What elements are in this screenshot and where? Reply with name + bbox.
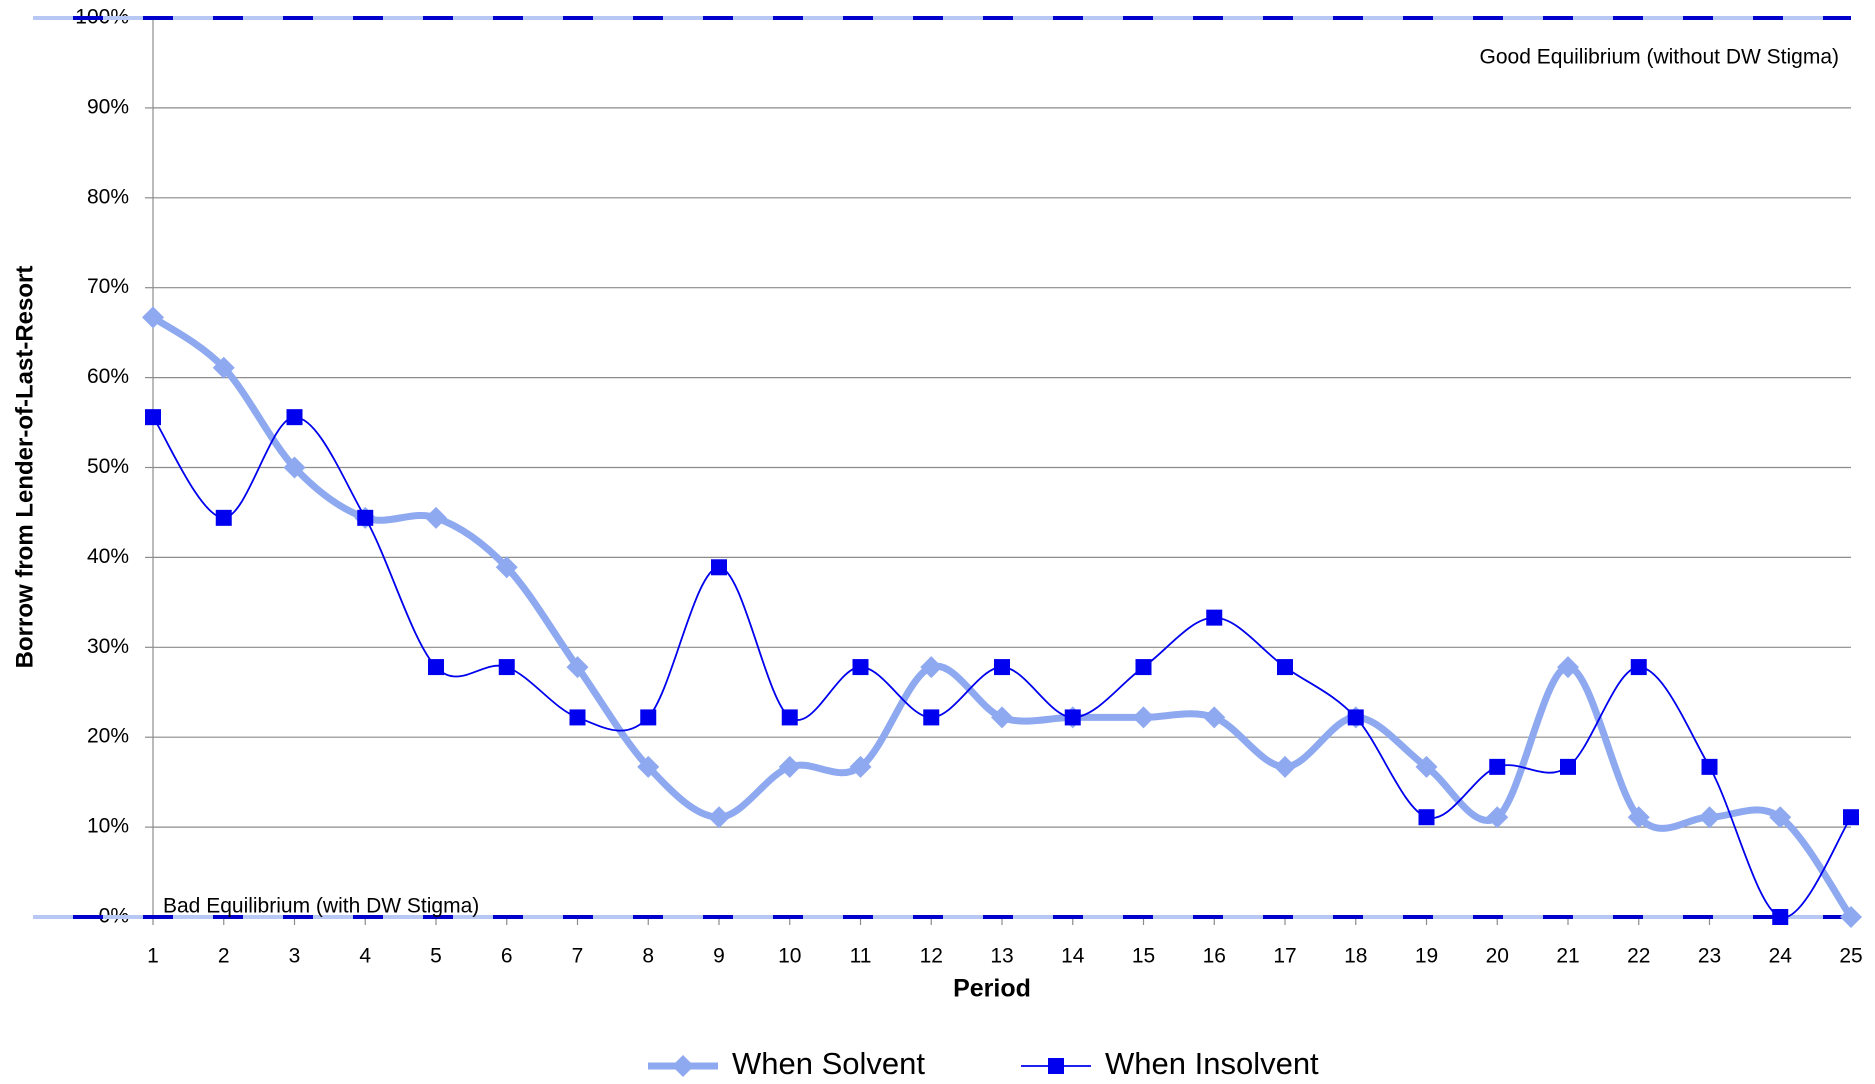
marker — [781, 709, 798, 726]
x-tick-label: 22 — [1627, 945, 1650, 968]
marker — [1064, 709, 1081, 726]
y-axis-title: Borrow from Lender-of-Last-Resort — [11, 266, 38, 669]
marker — [357, 509, 374, 526]
legend-item: When Insolvent — [1021, 1046, 1319, 1081]
x-tick-label: 24 — [1769, 945, 1793, 968]
x-tick-label: 18 — [1344, 945, 1367, 968]
legend-item: When Solvent — [648, 1046, 925, 1081]
y-tick-label: 80% — [87, 185, 129, 208]
x-tick-label: 15 — [1132, 945, 1155, 968]
marker — [498, 659, 515, 676]
marker — [1772, 909, 1789, 925]
marker — [212, 356, 235, 379]
y-tick-label: 10% — [87, 815, 129, 838]
legend-label: When Solvent — [732, 1046, 925, 1081]
x-tick-label: 2 — [218, 945, 230, 968]
x-tick-label: 9 — [713, 945, 725, 968]
marker — [637, 755, 660, 778]
marker — [1486, 806, 1509, 829]
reference-label: Good Equilibrium (without DW Stigma) — [1480, 46, 1839, 69]
marker — [1843, 809, 1859, 826]
marker — [1627, 806, 1650, 829]
marker — [142, 306, 164, 329]
x-tick-label: 23 — [1698, 945, 1721, 968]
reference-label: Bad Equilibrium (with DW Stigma) — [163, 895, 479, 918]
marker — [569, 709, 586, 726]
marker — [1415, 755, 1438, 778]
marker — [1698, 806, 1721, 829]
x-tick-label: 21 — [1556, 945, 1579, 968]
marker — [1560, 758, 1576, 775]
x-tick-label: 4 — [359, 945, 371, 968]
marker — [923, 709, 940, 726]
x-tick-label: 6 — [501, 945, 513, 968]
x-tick-label: 14 — [1061, 945, 1085, 968]
x-tick-label: 20 — [1486, 945, 1509, 968]
x-tick-label: 7 — [572, 945, 584, 968]
x-tick-label: 11 — [850, 945, 872, 968]
legend-label: When Insolvent — [1105, 1046, 1319, 1081]
marker — [1840, 906, 1862, 928]
x-tick-label: 5 — [430, 945, 442, 968]
marker — [672, 1055, 694, 1077]
marker — [849, 755, 872, 778]
marker — [1277, 659, 1293, 676]
y-tick-label: 60% — [87, 365, 129, 388]
marker — [778, 755, 801, 778]
marker — [640, 709, 657, 726]
y-tick-label: 20% — [87, 725, 129, 748]
y-tick-label: 90% — [87, 95, 129, 118]
marker — [1347, 709, 1364, 726]
marker — [283, 456, 306, 479]
x-tick-label: 8 — [642, 945, 654, 968]
marker — [1769, 806, 1792, 829]
x-tick-label: 13 — [990, 945, 1013, 968]
marker — [145, 409, 161, 426]
marker — [495, 556, 518, 579]
x-tick-label: 19 — [1415, 945, 1438, 968]
y-tick-label: 50% — [87, 455, 129, 478]
marker — [1557, 656, 1579, 679]
marker — [711, 559, 727, 576]
marker — [215, 509, 232, 526]
marker — [1203, 706, 1226, 729]
x-tick-label: 25 — [1839, 945, 1862, 968]
marker — [1489, 758, 1506, 775]
x-tick-label: 3 — [289, 945, 301, 968]
marker — [425, 506, 447, 529]
x-tick-label: 17 — [1273, 945, 1296, 968]
marker — [1206, 609, 1223, 626]
marker — [994, 659, 1010, 676]
marker — [1701, 758, 1718, 775]
marker — [1135, 659, 1152, 676]
marker — [1048, 1058, 1064, 1074]
marker — [1274, 755, 1296, 778]
x-tick-label: 1 — [147, 945, 159, 968]
marker — [1132, 706, 1155, 729]
y-tick-label: 40% — [87, 545, 129, 568]
x-tick-label: 12 — [920, 945, 943, 968]
series-line — [152, 416, 1852, 919]
x-axis-title: Period — [953, 975, 1031, 1003]
marker — [852, 659, 869, 676]
marker — [991, 706, 1013, 729]
x-tick-label: 10 — [778, 945, 801, 968]
marker — [286, 409, 303, 426]
marker — [708, 806, 730, 829]
y-tick-label: 70% — [87, 275, 129, 298]
y-tick-label: 30% — [87, 635, 129, 658]
x-tick-label: 16 — [1203, 945, 1226, 968]
marker — [1630, 659, 1647, 676]
marker — [1418, 809, 1435, 826]
marker — [428, 659, 444, 676]
marker — [920, 656, 943, 679]
marker — [566, 656, 589, 679]
